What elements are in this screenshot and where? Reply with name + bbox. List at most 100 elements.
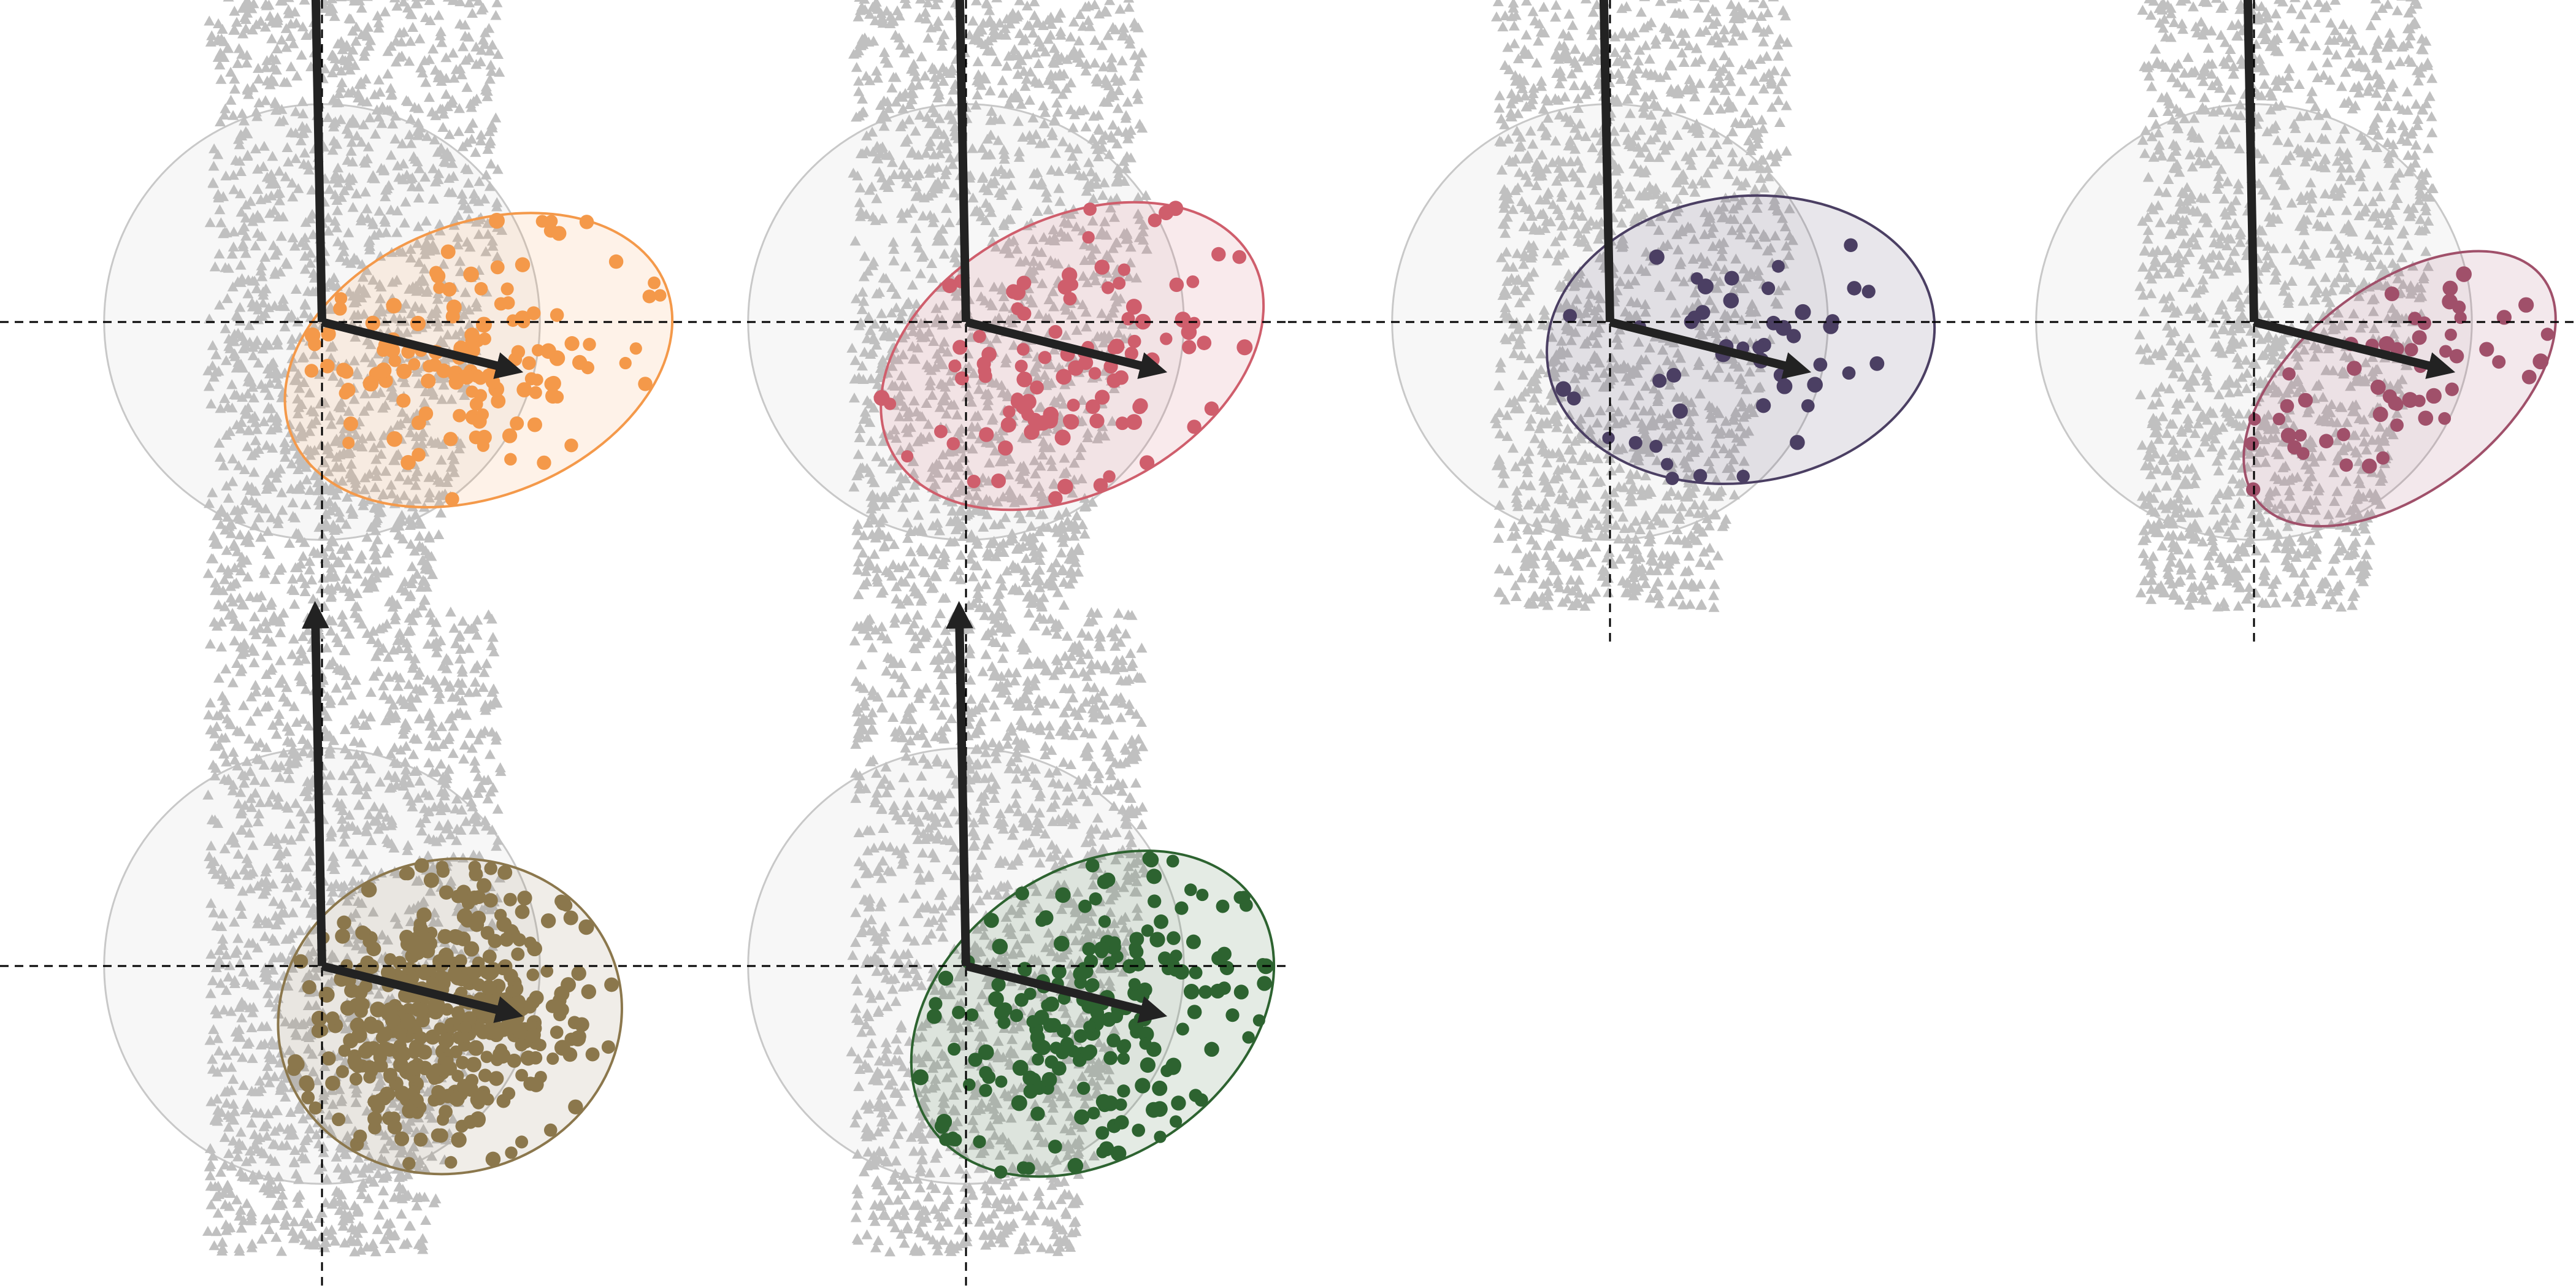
data-point xyxy=(579,215,594,229)
background-point xyxy=(294,332,306,342)
background-point xyxy=(1748,0,1760,2)
background-point xyxy=(225,94,237,105)
data-point xyxy=(1114,370,1129,385)
background-point xyxy=(356,136,367,147)
data-point xyxy=(967,474,981,488)
background-point xyxy=(228,348,240,359)
background-point xyxy=(250,240,261,251)
data-point xyxy=(502,428,518,443)
background-point xyxy=(491,201,502,212)
background-point xyxy=(330,61,342,71)
background-point xyxy=(424,15,436,26)
data-point xyxy=(997,440,1013,456)
background-point xyxy=(236,48,248,59)
background-point xyxy=(235,259,247,270)
background-point xyxy=(397,0,409,7)
background-point xyxy=(1666,0,1678,4)
background-point xyxy=(367,274,379,285)
data-point xyxy=(463,266,479,283)
background-point xyxy=(387,118,399,129)
background-point xyxy=(361,265,373,275)
background-point xyxy=(212,510,223,521)
data-point xyxy=(418,406,434,421)
data-point xyxy=(1006,284,1021,299)
background-point xyxy=(269,300,280,310)
data-point xyxy=(979,427,994,442)
data-point xyxy=(445,492,459,507)
background-point xyxy=(243,320,255,331)
background-point xyxy=(335,0,347,2)
background-point xyxy=(221,480,232,491)
background-point xyxy=(480,246,492,256)
data-point xyxy=(478,332,491,345)
background-point xyxy=(293,528,304,539)
background-point xyxy=(1689,0,1701,1)
background-point xyxy=(271,43,283,54)
data-point xyxy=(1011,302,1024,315)
background-point xyxy=(251,283,263,294)
background-point xyxy=(337,475,348,486)
background-point xyxy=(240,212,251,223)
background-point xyxy=(221,293,233,304)
background-point xyxy=(307,229,319,239)
data-point xyxy=(1127,334,1141,348)
background-point xyxy=(250,106,262,117)
background-point xyxy=(375,293,386,304)
background-point xyxy=(337,430,348,440)
background-point xyxy=(247,381,258,392)
background-point xyxy=(356,2,367,13)
background-point xyxy=(358,405,370,416)
background-point xyxy=(458,41,469,52)
background-point xyxy=(335,414,347,425)
background-point xyxy=(331,557,343,567)
background-point xyxy=(280,42,292,52)
data-point xyxy=(304,364,319,378)
background-point xyxy=(307,209,318,219)
background-point xyxy=(299,0,310,5)
data-point xyxy=(529,386,542,399)
background-point xyxy=(279,301,291,312)
background-point xyxy=(274,195,285,205)
background-point xyxy=(485,59,497,70)
background-point xyxy=(1698,0,1710,2)
background-point xyxy=(467,7,478,18)
background-point xyxy=(210,577,221,588)
data-point xyxy=(1054,429,1071,446)
background-point xyxy=(409,545,421,556)
background-point xyxy=(305,248,316,258)
background-point xyxy=(433,10,445,20)
data-point xyxy=(333,302,347,316)
background-point xyxy=(401,413,413,423)
background-point xyxy=(245,591,256,601)
background-point xyxy=(246,481,258,492)
data-point xyxy=(515,257,531,272)
background-point xyxy=(407,21,419,32)
background-point xyxy=(370,515,382,525)
background-point xyxy=(455,438,467,448)
background-point xyxy=(365,431,377,441)
background-point xyxy=(407,573,418,584)
background-point xyxy=(363,40,375,51)
background-point xyxy=(440,88,452,99)
background-point xyxy=(225,528,237,539)
background-point xyxy=(303,164,315,175)
background-point xyxy=(283,0,294,2)
data-point xyxy=(510,416,524,431)
background-point xyxy=(213,18,224,29)
background-point xyxy=(248,467,260,477)
background-point xyxy=(482,229,494,239)
background-point xyxy=(237,239,249,249)
background-point xyxy=(484,181,496,191)
background-point xyxy=(304,556,315,566)
background-point xyxy=(251,228,263,238)
background-point xyxy=(272,339,284,350)
background-point xyxy=(228,184,240,194)
background-point xyxy=(299,250,311,261)
data-point xyxy=(1064,414,1079,430)
background-point xyxy=(338,240,350,250)
background-point xyxy=(405,539,416,549)
background-point xyxy=(234,529,246,540)
background-point xyxy=(278,115,289,125)
background-point xyxy=(204,313,215,324)
background-point xyxy=(473,229,485,239)
